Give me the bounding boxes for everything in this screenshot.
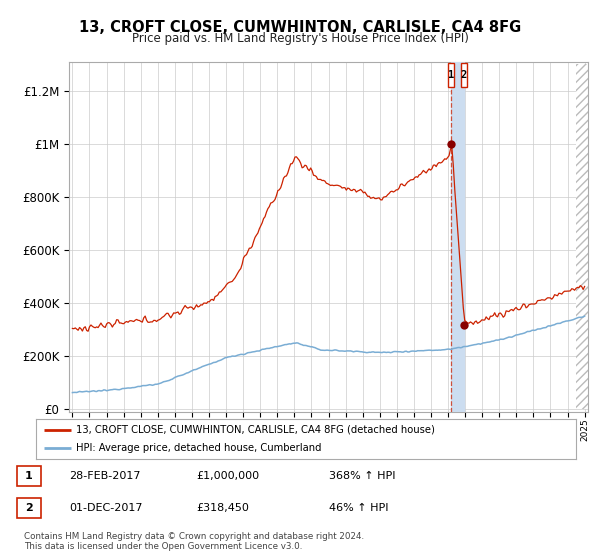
Text: 46% ↑ HPI: 46% ↑ HPI [329,503,388,513]
Text: Contains HM Land Registry data © Crown copyright and database right 2024.
This d: Contains HM Land Registry data © Crown c… [24,532,364,552]
FancyBboxPatch shape [17,498,41,518]
Text: 01-DEC-2017: 01-DEC-2017 [70,503,143,513]
Bar [576,64,593,409]
Text: 2: 2 [461,70,467,80]
Text: 13, CROFT CLOSE, CUMWHINTON, CARLISLE, CA4 8FG: 13, CROFT CLOSE, CUMWHINTON, CARLISLE, C… [79,20,521,35]
FancyBboxPatch shape [461,63,467,87]
FancyBboxPatch shape [17,466,41,487]
Text: 1: 1 [448,70,454,80]
Bar [576,64,593,409]
Text: Price paid vs. HM Land Registry's House Price Index (HPI): Price paid vs. HM Land Registry's House … [131,32,469,45]
Text: 1: 1 [25,472,32,482]
FancyBboxPatch shape [448,63,454,87]
Text: 28-FEB-2017: 28-FEB-2017 [70,472,141,482]
Text: £318,450: £318,450 [196,503,249,513]
Text: £1,000,000: £1,000,000 [196,472,259,482]
Text: 13, CROFT CLOSE, CUMWHINTON, CARLISLE, CA4 8FG (detached house): 13, CROFT CLOSE, CUMWHINTON, CARLISLE, C… [77,425,436,435]
Text: 368% ↑ HPI: 368% ↑ HPI [329,472,395,482]
Text: HPI: Average price, detached house, Cumberland: HPI: Average price, detached house, Cumb… [77,444,322,453]
Text: 2: 2 [25,503,32,513]
Bar [451,62,464,412]
